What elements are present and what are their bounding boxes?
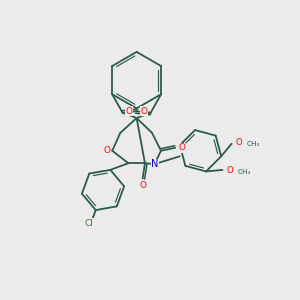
Text: O: O <box>139 181 146 190</box>
Text: O: O <box>140 107 148 116</box>
Text: CH₃: CH₃ <box>238 169 251 175</box>
Text: Cl: Cl <box>85 219 94 228</box>
Text: O: O <box>126 107 133 116</box>
Text: O: O <box>178 143 185 152</box>
Text: CH₃: CH₃ <box>247 141 260 147</box>
Text: O: O <box>226 166 233 175</box>
Text: N: N <box>152 159 159 169</box>
Text: O: O <box>236 138 242 147</box>
Text: O: O <box>103 146 110 155</box>
